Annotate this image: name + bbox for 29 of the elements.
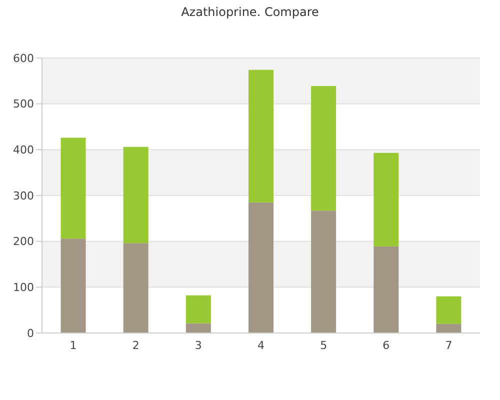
x-tick-label: 1: [70, 338, 77, 352]
bar: [60, 138, 86, 239]
y-tick-label: 0: [27, 326, 34, 340]
bar: [186, 323, 211, 333]
y-tick-label: 100: [13, 281, 34, 294]
bar: [374, 246, 399, 333]
x-tick-label: 6: [382, 338, 390, 352]
bar: [248, 70, 274, 202]
x-tick-label: 2: [132, 338, 140, 352]
bar: [436, 324, 462, 333]
bar: [123, 243, 148, 333]
y-tick-label: 300: [13, 189, 34, 202]
y-tick-label: 600: [13, 52, 34, 65]
y-tick-label: 200: [13, 235, 34, 248]
bar: [248, 202, 274, 333]
x-tick-label: 4: [258, 338, 264, 352]
y-tick-label: 400: [13, 144, 34, 157]
bar: [436, 296, 462, 324]
y-tick-label: 500: [13, 98, 34, 111]
bar: [123, 146, 148, 244]
x-tick-label: 5: [320, 338, 328, 352]
bar: [311, 210, 336, 333]
bar: [311, 86, 336, 211]
bar: [374, 152, 399, 246]
chart-title: Azathioprine. Compare: [180, 5, 320, 19]
bar: [60, 238, 86, 333]
x-tick-label: 3: [194, 338, 202, 352]
bar: [186, 295, 211, 324]
x-tick-label: 7: [445, 338, 452, 352]
